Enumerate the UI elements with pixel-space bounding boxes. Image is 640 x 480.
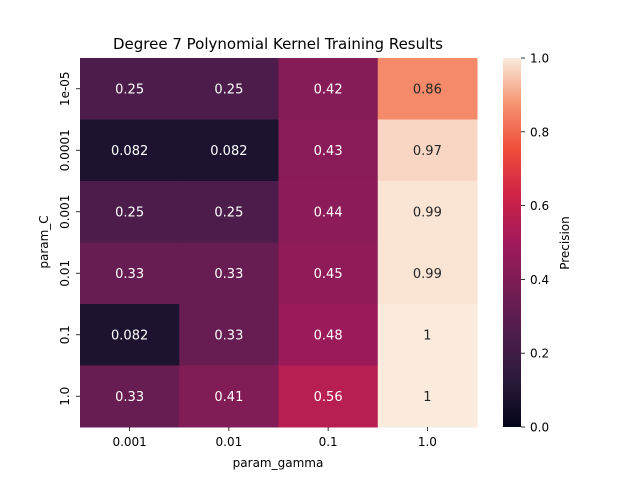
heatmap-cell: [377, 119, 478, 182]
heatmap-cell: [80, 242, 180, 305]
cell-value-label: 0.86: [413, 82, 442, 97]
cell-value-label: 0.25: [214, 82, 243, 97]
cell-value-label: 0.33: [115, 267, 144, 282]
y-tick-label: 0.1: [58, 325, 72, 344]
cell-value-label: 0.56: [314, 390, 343, 405]
heatmap-cell: [278, 119, 379, 182]
colorbar-tick-label: 0.0: [530, 421, 549, 435]
cell-value-label: 0.082: [210, 144, 247, 159]
heatmap-cell: [377, 58, 478, 120]
y-tick-label: 0.01: [58, 260, 72, 287]
x-tick-label: 1.0: [418, 435, 437, 449]
cell-value-label: 0.33: [214, 328, 243, 343]
cell-value-label: 1: [423, 390, 431, 405]
cell-value-label: 1: [423, 328, 431, 343]
heatmap-cell: [278, 181, 379, 243]
heatmap-cell: [278, 365, 379, 428]
x-tick-label: 0.01: [216, 435, 243, 449]
cell-value-label: 0.082: [111, 328, 148, 343]
heatmap-cell: [80, 119, 180, 182]
colorbar-tick-label: 1.0: [530, 52, 549, 66]
heatmap-cell: [278, 58, 379, 120]
cell-value-label: 0.43: [314, 144, 343, 159]
heatmap-cell: [377, 365, 478, 428]
colorbar-ticks: 0.0 0.2 0.4 0.6 0.8 1.0: [521, 52, 549, 435]
cell-value-label: 0.33: [214, 267, 243, 282]
heatmap-cell: [179, 58, 279, 120]
y-tick-label: 1e-05: [58, 71, 72, 106]
cell-value-label: 0.99: [413, 205, 442, 220]
colorbar-label: Precision: [558, 216, 572, 270]
y-tick-label: 0.0001: [58, 129, 72, 171]
cell-value-label: 0.25: [115, 205, 144, 220]
x-tick-label: 0.1: [319, 435, 338, 449]
heatmap-cell: [179, 242, 279, 305]
colorbar-tick-label: 0.6: [530, 199, 549, 213]
x-tick-label: 0.001: [112, 435, 146, 449]
cell-value-label: 0.45: [314, 267, 343, 282]
cell-value-label: 0.97: [413, 144, 442, 159]
heatmap-cell: [278, 242, 379, 305]
chart-title: Degree 7 Polynomial Kernel Training Resu…: [113, 35, 443, 53]
colorbar-tick-label: 0.2: [530, 347, 549, 361]
cell-value-label: 0.33: [115, 390, 144, 405]
x-axis-label: param_gamma: [233, 456, 324, 470]
heatmap-cell: [377, 181, 478, 243]
cell-value-label: 0.25: [214, 205, 243, 220]
cell-value-label: 0.25: [115, 82, 144, 97]
y-axis-label: param_C: [37, 215, 51, 268]
cell-value-label: 0.082: [111, 144, 148, 159]
heatmap-cell: [80, 181, 180, 243]
heatmap-cell: [377, 242, 478, 305]
heatmap-cell: [179, 304, 279, 366]
cell-value-label: 0.99: [413, 267, 442, 282]
cell-value-label: 0.48: [314, 328, 343, 343]
y-axis-ticks: 1e-05 0.0001 0.001 0.01 0.1 1.0: [58, 71, 80, 406]
colorbar-tick-label: 0.8: [530, 125, 549, 139]
y-tick-label: 1.0: [58, 387, 72, 406]
cell-value-label: 0.44: [314, 205, 343, 220]
heatmap-cell: [377, 304, 478, 366]
heatmap-cell: [80, 58, 180, 120]
cell-value-label: 0.41: [214, 390, 243, 405]
heatmap-cell: [179, 365, 279, 428]
heatmap-cell: [179, 181, 279, 243]
heatmap-cells: 0.25 0.25 0.42 0.86 0.082 0.082 0.43 0.97 0.25 0.…: [80, 58, 478, 428]
colorbar-tick-label: 0.4: [530, 273, 549, 287]
colorbar: [503, 58, 521, 427]
cell-value-label: 0.42: [314, 82, 343, 97]
heatmap-cell: [80, 304, 180, 366]
heatmap-cell: [179, 119, 279, 182]
y-tick-label: 0.001: [58, 195, 72, 229]
heatmap-cell: [80, 365, 180, 428]
heatmap-cell: [278, 304, 379, 366]
x-axis-ticks: 0.001 0.01 0.1 1.0: [112, 427, 437, 449]
